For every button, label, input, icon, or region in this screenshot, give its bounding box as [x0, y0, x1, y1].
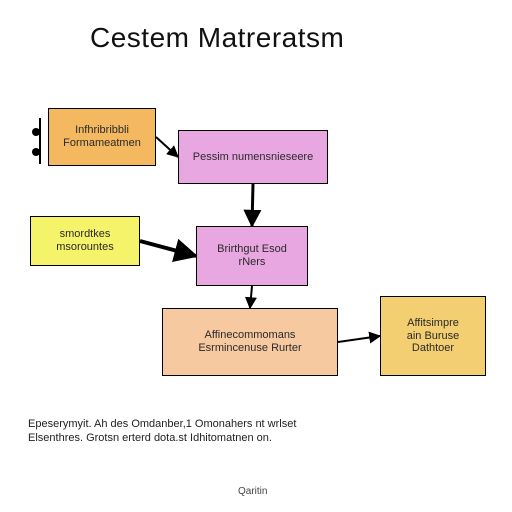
node-n3: smordtkesmsorountes: [30, 216, 140, 266]
node-label: Affitsimpre: [407, 317, 459, 330]
diagram-title: Cestem Matreratsm: [90, 22, 344, 54]
caption-line: Epeserymyit. Ah des Omdanber,1 Omonahers…: [28, 418, 468, 432]
node-n4: Brirthgut EsodrNers: [196, 226, 308, 286]
node-label: Pessim numensnieseere: [193, 151, 313, 164]
edge-n4-n5: [250, 286, 252, 308]
node-label: ain Buruse: [407, 330, 460, 343]
node-label: Affinecommomans: [205, 329, 296, 342]
caption-line: Elsenthres. Grotsn erterd dota.st Idhito…: [28, 432, 468, 446]
edge-n2-n4: [252, 184, 253, 226]
node-n6: Affitsimpreain BuruseDathtoer: [380, 296, 486, 376]
node-label: Brirthgut Esod: [217, 243, 287, 256]
node-n2: Pessim numensnieseere: [178, 130, 328, 184]
edge-n3-n4: [140, 241, 196, 256]
node-n1: InfhribribbliFormameatmen: [48, 108, 156, 166]
diagram-stage: Cestem Matreratsm InfhribribbliFormameat…: [0, 0, 512, 512]
node-label: Esrmincenuse Rurter: [198, 342, 301, 355]
node-n5: AffinecommomansEsrmincenuse Rurter: [162, 308, 338, 376]
node-label: smordtkes: [60, 228, 111, 241]
decor-bead-0: [32, 128, 40, 136]
caption-text: Epeserymyit. Ah des Omdanber,1 Omonahers…: [28, 418, 468, 446]
decor-bead-1: [32, 148, 40, 156]
node-label: Formameatmen: [63, 137, 141, 150]
node-label: msorountes: [56, 241, 113, 254]
edge-n5-n6: [338, 336, 380, 342]
node-label: rNers: [239, 256, 266, 269]
edge-n1-n2: [156, 137, 178, 157]
node-label: Dathtoer: [412, 342, 454, 355]
node-label: Infhribribbli: [75, 124, 129, 137]
footer-text: Qaritin: [238, 486, 267, 499]
